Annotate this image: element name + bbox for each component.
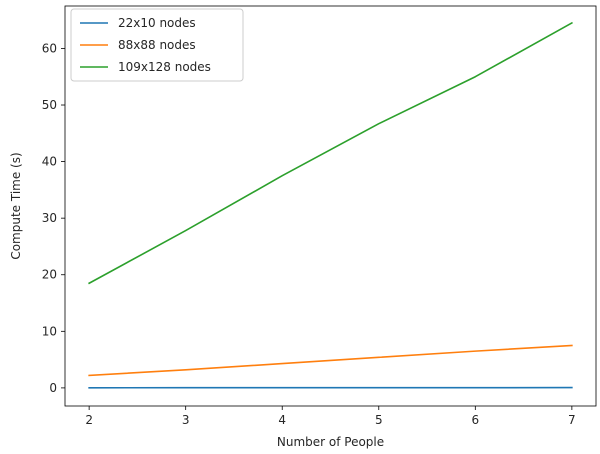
legend-label: 88x88 nodes <box>118 38 196 52</box>
legend-box <box>70 8 244 82</box>
y-tick-label: 10 <box>42 324 57 338</box>
x-tick-label: 3 <box>182 413 190 427</box>
y-tick-label: 40 <box>42 155 57 169</box>
x-tick-label: 6 <box>471 413 479 427</box>
legend-label: 22x10 nodes <box>118 16 196 30</box>
x-axis-ticks: 2 3 4 5 6 7 <box>85 406 576 427</box>
plot-area <box>64 5 597 407</box>
series-line-2 <box>88 344 573 377</box>
series-layer <box>88 21 573 389</box>
y-axis-label: Compute Time (s) <box>9 152 23 259</box>
x-axis-label: Number of People <box>277 435 384 449</box>
y-tick-label: 50 <box>42 98 57 112</box>
x-tick-label: 4 <box>278 413 286 427</box>
legend-label: 109x128 nodes <box>118 60 211 74</box>
y-tick-label: 0 <box>49 381 57 395</box>
legend: 22x10 nodes 88x88 nodes 109x128 nodes <box>70 8 244 82</box>
plot-frame <box>64 5 597 407</box>
x-tick-label: 7 <box>568 413 576 427</box>
y-tick-label: 30 <box>42 211 57 225</box>
y-axis-ticks: 0 10 20 30 40 50 60 <box>42 41 65 395</box>
x-tick-label: 5 <box>375 413 383 427</box>
x-tick-label: 2 <box>85 413 93 427</box>
y-tick-label: 20 <box>42 268 57 282</box>
series-line-3 <box>88 21 573 285</box>
y-tick-label: 60 <box>42 41 57 55</box>
